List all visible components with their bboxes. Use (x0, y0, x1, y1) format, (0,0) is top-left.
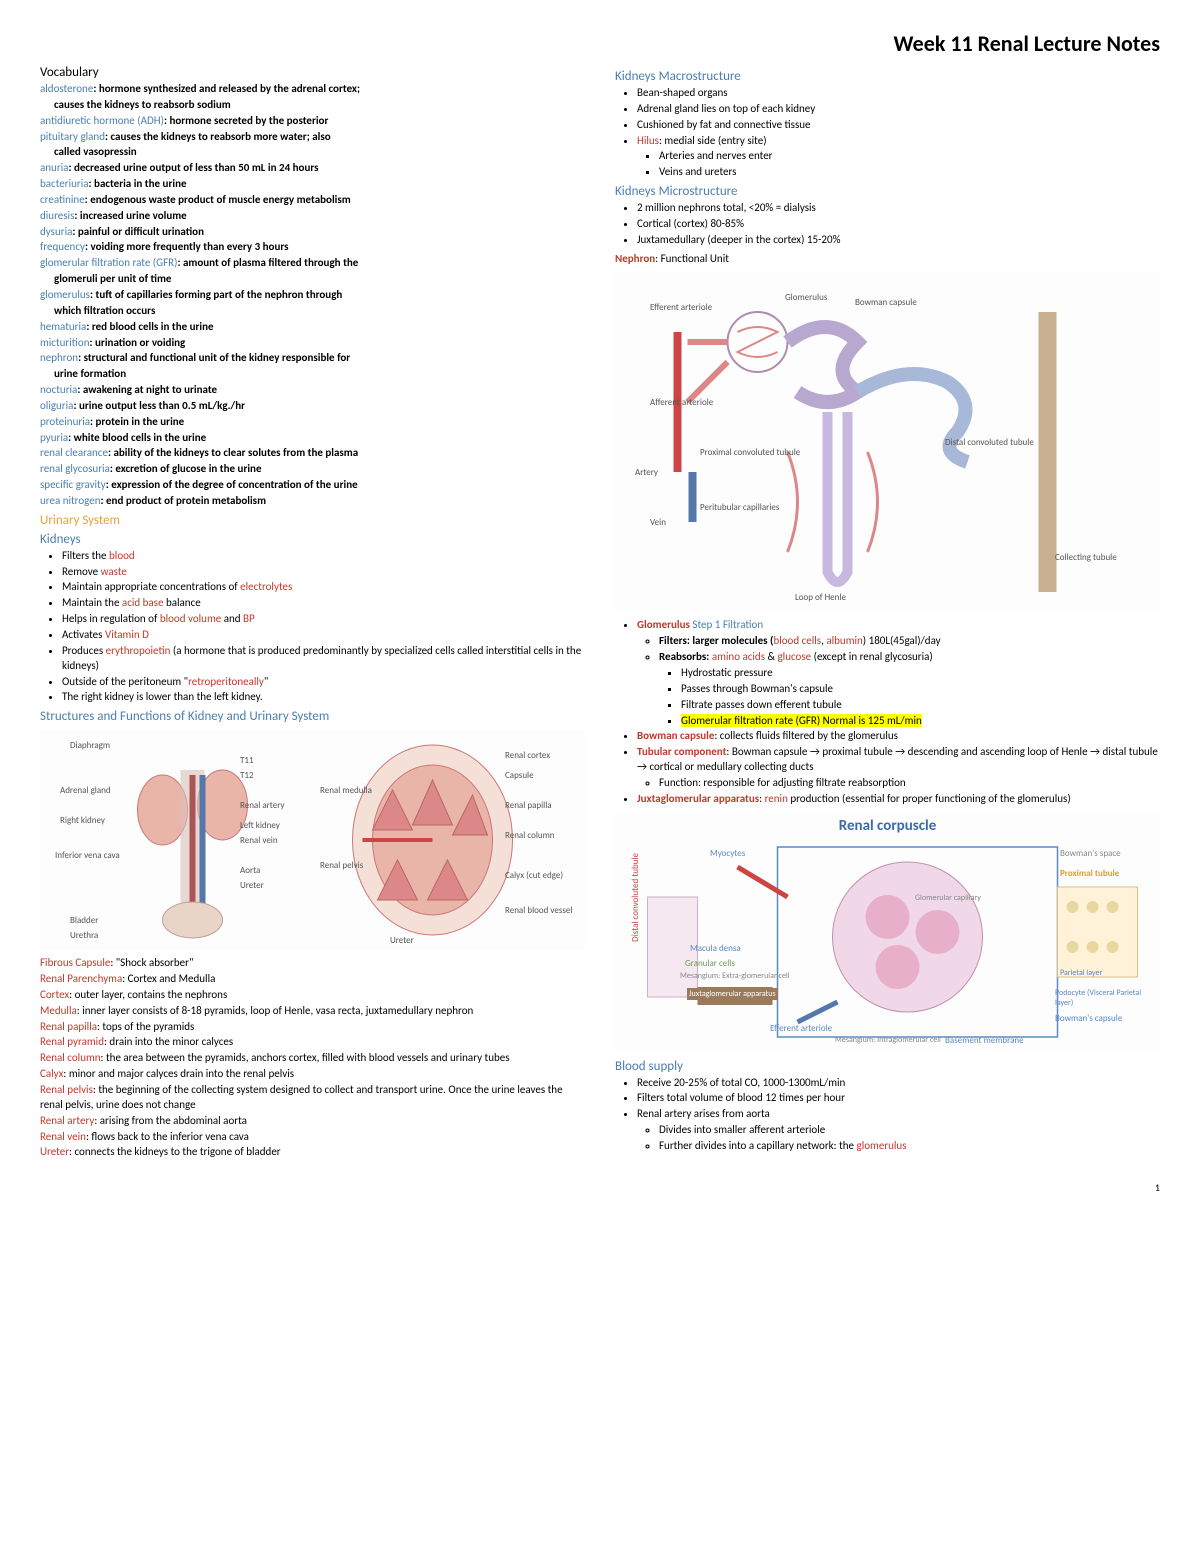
diagram-label: Efferent arteriole (770, 1023, 832, 1034)
list-item: Filters: larger molecules (blood cells, … (659, 634, 1160, 649)
list-item: Hilus: medial side (entry site) Arteries… (637, 134, 1160, 181)
diagram-label: Renal artery (240, 800, 284, 811)
blood-bullets: Receive 20-25% of total CO, 1000-1300mL/… (615, 1076, 1160, 1154)
def: : medial side (entry site) (659, 134, 767, 147)
diagram-label: Bowman's capsule (1055, 1013, 1122, 1024)
list-item: Tubular component: Bowman capsule → prox… (637, 745, 1160, 791)
list-item: Further divides into a capillary network… (659, 1139, 1160, 1154)
diagram-label: Peritubular capillaries (700, 502, 779, 513)
diagram-label: Left kidney (240, 820, 280, 831)
term: Hilus (637, 134, 659, 147)
diagram-label: Proximal convoluted tubule (700, 447, 800, 458)
diagram-label: Right kidney (60, 815, 105, 826)
diagram-label: Artery (635, 467, 658, 478)
diagram-label: Renal vein (240, 835, 278, 846)
diagram-label: Bowman capsule (855, 297, 917, 308)
diagram-label: Glomerular capillary (915, 893, 981, 903)
list-item: Reabsorbs: amino acids & glucose (except… (659, 650, 1160, 728)
diagram-label: Capsule (505, 770, 534, 781)
diagram-label: Diaphragm (70, 740, 110, 751)
kidney-anatomy-diagram: Diaphragm T11 T12 Adrenal gland Renal ar… (40, 730, 585, 950)
diagram-label: Calyx (cut edge) (505, 870, 563, 881)
diagram-label: Afferent arteriole (650, 397, 713, 408)
diagram-label: Macula densa (690, 943, 741, 954)
list-item: Filtrate passes down efferent tubule (681, 698, 1160, 713)
micro-bullets: 2 million nephrons total, <20% = dialysi… (615, 201, 1160, 248)
list-item: 2 million nephrons total, <20% = dialysi… (637, 201, 1160, 216)
diagram-label: T12 (240, 770, 254, 781)
diagram-label: Inferior vena cava (55, 850, 120, 861)
diagram-label: Vein (650, 517, 666, 528)
diagram-label: Urethra (70, 930, 98, 941)
list-item: Adrenal gland lies on top of each kidney (637, 102, 1160, 117)
diagram-label: Renal medulla (320, 785, 372, 796)
diagram-label: Myocytes (710, 848, 745, 859)
kidney-bullets: Filters the bloodRemove wasteMaintain ap… (40, 549, 585, 705)
diagram-label: Mesangium: Extra-glomerular cell (680, 971, 790, 981)
diagram-title: Renal corpuscle (615, 813, 1160, 835)
glomerulus-bullets: Glomerulus Step 1 Filtration Filters: la… (615, 618, 1160, 806)
list-item: Divides into smaller afferent arteriole (659, 1123, 1160, 1138)
diagram-label: Bladder (70, 915, 98, 926)
diagram-label: Bowman's space (1060, 848, 1121, 859)
diagram-label: Renal papilla (505, 800, 552, 811)
diagram-label: Ureter (390, 935, 414, 946)
list-item: Veins and ureters (659, 165, 1160, 180)
diagram-label: Collecting tubule (1055, 552, 1117, 563)
diagram-label: Loop of Henle (795, 592, 846, 603)
list-item: Cortical (cortex) 80-85% (637, 217, 1160, 232)
diagram-label: Parietal layer (1060, 968, 1102, 978)
microstructure-heading: Kidneys Microstructure (615, 184, 1160, 199)
list-item: Juxtaglomerular apparatus: renin product… (637, 792, 1160, 807)
diagram-label: Ureter (240, 880, 264, 891)
diagram-label: Glomerulus (785, 292, 827, 303)
urinary-system-heading: Urinary System (40, 513, 585, 528)
list-item: Bean-shaped organs (637, 86, 1160, 101)
list-item: Juxtamedullary (deeper in the cortex) 15… (637, 233, 1160, 248)
list-item: Arteries and nerves enter (659, 149, 1160, 164)
vocabulary-list: aldosterone: hormone synthesized and rel… (40, 82, 585, 509)
structures-heading: Structures and Functions of Kidney and U… (40, 709, 585, 724)
diagram-label: Renal column (505, 830, 555, 841)
diagram-label: Renal pelvis (320, 860, 363, 871)
list-item: Passes through Bowman's capsule (681, 682, 1160, 697)
macro-bullets: Bean-shaped organs Adrenal gland lies on… (615, 86, 1160, 180)
two-column-layout: Vocabulary aldosterone: hormone synthesi… (40, 65, 1160, 1161)
list-item: Renal artery arises from aorta Divides i… (637, 1107, 1160, 1154)
page-number: 1 (40, 1181, 1160, 1194)
nephron-diagram: Efferent arteriole Glomerulus Bowman cap… (615, 272, 1160, 612)
diagram-label: Basement membrane (945, 1035, 1024, 1046)
kidneys-heading: Kidneys (40, 532, 585, 547)
diagram-label: Renal blood vessel (505, 905, 572, 916)
diagram-label: Granular cells (685, 958, 735, 969)
list-item: Cushioned by fat and connective tissue (637, 118, 1160, 133)
page-title: Week 11 Renal Lecture Notes (40, 30, 1160, 57)
diagram-label: Mesangium: Intraglomerular cell (835, 1035, 941, 1045)
anatomy-term-list: Fibrous Capsule: "Shock absorber"Renal P… (40, 956, 585, 1160)
list-item: Glomerular filtration rate (GFR) Normal … (681, 714, 1160, 729)
diagram-label: Efferent arteriole (650, 302, 712, 313)
diagram-label: Juxtaglomerular apparatus (687, 988, 778, 1000)
diagram-label: Proximal tubule (1060, 868, 1119, 879)
list-item: Hydrostatic pressure (681, 666, 1160, 681)
diagram-label: T11 (240, 755, 254, 766)
list-item: Filters total volume of blood 12 times p… (637, 1091, 1160, 1106)
left-column: Vocabulary aldosterone: hormone synthesi… (40, 65, 585, 1161)
diagram-label: Distal convoluted tubule (945, 437, 1034, 448)
list-item: Bowman capsule: collects fluids filtered… (637, 729, 1160, 744)
macrostructure-heading: Kidneys Macrostructure (615, 69, 1160, 84)
diagram-label: Distal convoluted tubule (630, 853, 641, 942)
blood-supply-heading: Blood supply (615, 1059, 1160, 1074)
diagram-label: Adrenal gland (60, 785, 111, 796)
diagram-label: Aorta (240, 865, 260, 876)
diagram-label: Podocyte (Visceral Parietal layer) (1055, 988, 1160, 1008)
diagram-label: Renal cortex (505, 750, 550, 761)
list-item: Function: responsible for adjusting filt… (659, 776, 1160, 791)
nephron-line: Nephron: Functional Unit (615, 252, 1160, 267)
list-item: Glomerulus Step 1 Filtration Filters: la… (637, 618, 1160, 728)
right-column: Kidneys Macrostructure Bean-shaped organ… (615, 65, 1160, 1161)
renal-corpuscle-diagram: Renal corpuscle Myocytes Distal convolu (615, 813, 1160, 1053)
vocabulary-heading: Vocabulary (40, 65, 585, 80)
list-item: Receive 20-25% of total CO, 1000-1300mL/… (637, 1076, 1160, 1091)
